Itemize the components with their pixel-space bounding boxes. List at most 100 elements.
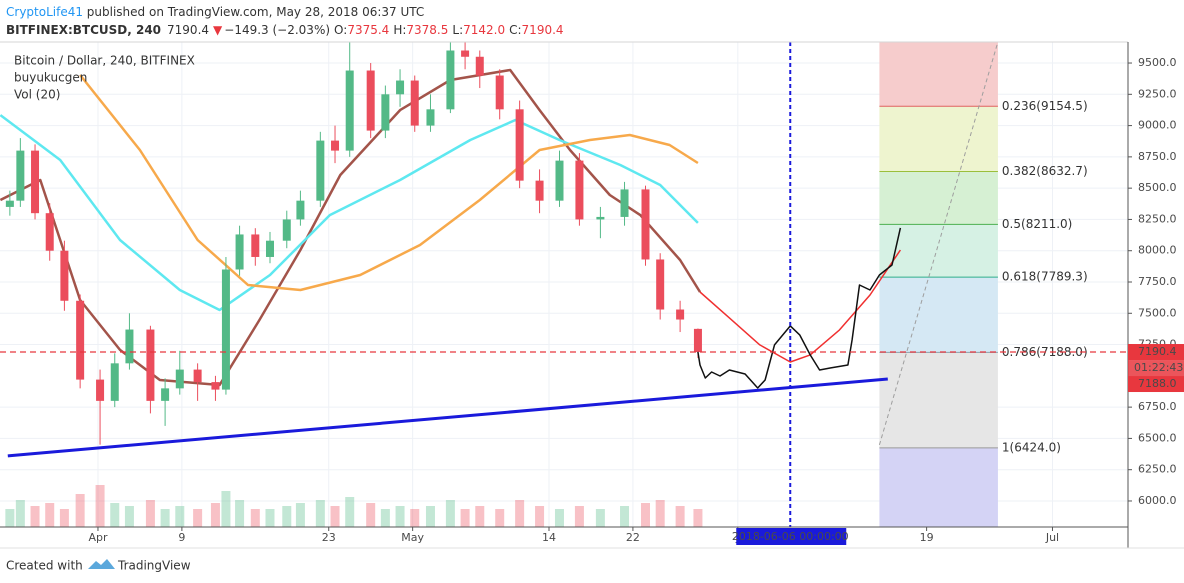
x-tick-label: 22 [626,531,640,544]
last-price-tag [1128,344,1184,361]
fib-price-label: 7188.0 [1138,377,1177,390]
volume-bar [620,506,630,527]
c-label: C: [509,23,521,37]
footer-created: Created with [6,559,83,573]
legend-script: buyukucgen [14,71,87,85]
candle-body [475,56,484,76]
volume-bar [193,509,203,527]
y-tick-label: 7500.0 [1138,306,1177,319]
candle-body [235,234,244,270]
candle-body [535,180,544,201]
candle-body [251,234,260,257]
volume-bar [515,500,525,527]
volume-bar [380,509,390,527]
candle-body [175,369,184,389]
l-label: L: [452,23,463,37]
volume-bar [124,506,134,527]
volume-bar [366,503,376,527]
fib-band [879,447,998,527]
volume-bar [330,506,340,527]
y-tick-label: 6250.0 [1138,463,1177,476]
trendline [7,377,888,458]
candle-body [331,140,340,151]
candle-body [620,189,629,217]
x-tick-label: Apr [88,531,108,544]
volume-bar [675,506,685,527]
footer-brand[interactable]: TradingView [117,559,191,573]
candle-body [5,200,14,207]
y-tick-label: 9500.0 [1138,56,1177,69]
volume-bar [535,506,545,527]
volume-bar [30,506,40,527]
candle-body [161,388,170,401]
countdown-label: 01:22:43 [1134,361,1183,374]
volume-bar [221,491,231,527]
candle-body [575,160,584,220]
last-price-label: 7190.4 [1138,345,1177,358]
volume-bar [595,509,605,527]
volume-bar [210,503,220,527]
axes: 9500.0 9250.0 9000.0 8750.0 8500.0 8250.0 8000… [88,56,1184,545]
candle-body [96,379,105,401]
moving-average [0,68,702,387]
symbol-line: BITFINEX:BTCUSD, 240 7190.4 ▼ −149.3 (−2.03… [6,23,564,37]
candle-body [316,140,325,201]
y-tick-label: 6750.0 [1138,400,1177,413]
candle-body [446,50,455,110]
candle-body [31,150,40,214]
volume-bar [574,506,584,527]
volume-bar [693,509,703,527]
candle-body [410,80,419,126]
candle-body [296,200,305,220]
volume-bar [345,497,355,527]
candle-body [265,240,274,257]
c-value: 7190.4 [522,23,564,37]
y-tick-label: 8000.0 [1138,244,1177,257]
volume-bar [110,503,120,527]
volume-bar [315,500,325,527]
fib-band [879,224,998,278]
volume-bar [235,500,245,527]
change: −149.3 (−2.03%) [224,23,330,37]
volume-bar [460,509,470,527]
tradingview-logo [88,559,115,569]
volume-bar [75,494,85,527]
y-tick-label: 6000.0 [1138,494,1177,507]
x-tick-label: 23 [322,531,336,544]
candle-body [110,363,119,401]
author[interactable]: CryptoLife41 [6,5,83,19]
projection-curve [699,249,902,363]
x-tick-label: 14 [542,531,556,544]
volume-bar [45,503,55,527]
candle-body [16,150,25,201]
candle-body [345,70,354,151]
candle-body [381,94,390,131]
volume-bar [265,509,275,527]
y-tick-label: 8250.0 [1138,212,1177,225]
y-tick-label: 9250.0 [1138,87,1177,100]
last: 7190.4 [167,23,209,37]
y-tick-label: 6500.0 [1138,431,1177,444]
volume-bar [5,509,15,527]
volume-bar [160,509,170,527]
candle-body [76,300,85,380]
candle-body [641,189,650,260]
fib-band [879,277,998,353]
fib-label: 1(6424.0) [1002,440,1061,454]
legend-title: Bitcoin / Dollar, 240, BITFINEX [14,54,195,68]
o-value: 7375.4 [347,23,389,37]
arrow: ▼ [213,23,223,37]
candle-body [676,309,685,320]
candle-body [461,50,470,57]
volume-bar [145,500,155,527]
candle-body [656,259,665,310]
fib-band [879,106,998,172]
fib-label: 0.236(9154.5) [1002,99,1088,113]
candle-body [125,329,134,364]
fib-label: 0.618(7789.3) [1002,270,1088,284]
candle-body [426,109,435,126]
plot-area: 0.236(9154.5) 0.382(8632.7) 0.5(8211.0) 0.6… [0,42,1128,527]
